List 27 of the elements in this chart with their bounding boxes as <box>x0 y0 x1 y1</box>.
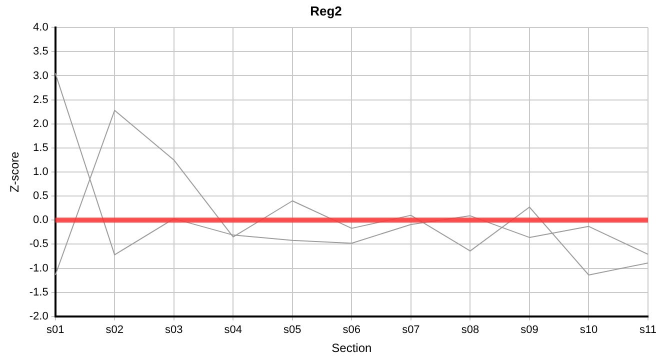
x-tick-label: s03 <box>165 324 183 336</box>
x-tick-label: s09 <box>520 324 538 336</box>
y-tick-label: 3.5 <box>33 46 48 58</box>
x-tick-label: s10 <box>580 324 598 336</box>
x-tick-label: s06 <box>342 324 361 336</box>
x-tick-label: s01 <box>46 324 64 336</box>
y-tick-label: 1.0 <box>33 166 48 178</box>
x-tick-label: s04 <box>224 324 242 336</box>
y-tick-label: 4.0 <box>33 22 48 34</box>
y-tick-label: 2.5 <box>33 94 48 106</box>
x-tick-label: s08 <box>461 324 480 336</box>
y-tick-label: -0.5 <box>29 238 48 250</box>
y-tick-label: 0.0 <box>33 214 48 226</box>
chart-title: Reg2 <box>310 3 342 18</box>
y-tick-label: 3.0 <box>33 70 48 82</box>
x-tick-label: s11 <box>640 324 656 336</box>
x-tick-label: s02 <box>106 324 124 336</box>
y-tick-label: 2.0 <box>33 118 48 130</box>
x-axis-title: Section <box>332 341 372 356</box>
y-axis-title: Z-score <box>8 151 22 192</box>
y-tick-label: 0.5 <box>33 190 48 202</box>
y-tick-label: -2.0 <box>29 310 48 322</box>
y-tick-label: -1.5 <box>29 286 48 298</box>
y-tick-label: -1.0 <box>29 262 48 274</box>
x-tick-label: s07 <box>402 324 420 336</box>
x-tick-label: s05 <box>284 324 302 336</box>
y-tick-label: 1.5 <box>33 142 48 154</box>
